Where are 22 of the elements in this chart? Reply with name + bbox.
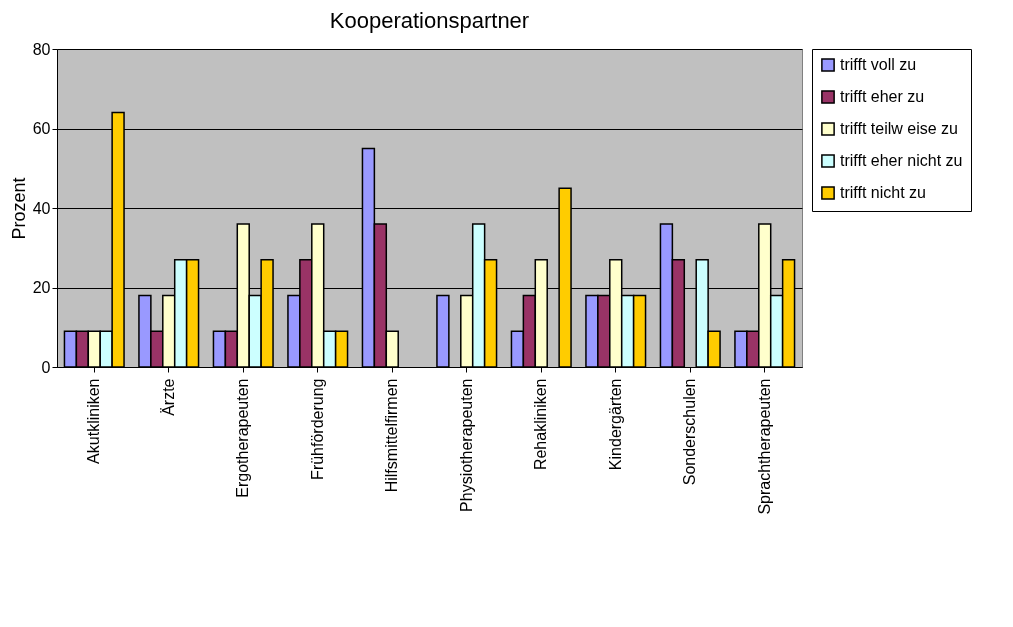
- chart-title: Kooperationspartner: [329, 8, 530, 33]
- y-tick-label: 0: [41, 358, 51, 376]
- y-tick-label: 20: [32, 279, 51, 296]
- legend-label: trifft voll zu: [840, 56, 917, 73]
- x-tick-label: Sprachtherapeuten: [755, 378, 773, 515]
- y-tick-label: 40: [32, 199, 51, 217]
- x-tick-label: Kindergärten: [606, 378, 624, 471]
- x-tick-label: Hilfsmittelfirmen: [383, 378, 401, 493]
- x-tick-label: Sonderschulen: [681, 378, 699, 486]
- x-tick-label: Akutkliniken: [85, 378, 103, 464]
- x-tick-label: Rehakliniken: [532, 378, 550, 471]
- y-tick-label: 80: [32, 40, 51, 58]
- x-tick-label: Ergotherapeuten: [234, 378, 252, 498]
- legend-label: trifft eher nicht zu: [840, 152, 963, 169]
- legend-label: trifft eher zu: [840, 88, 925, 105]
- x-tick-label: Frühförderung: [308, 378, 326, 480]
- legend-label: trifft teilw eise zu: [840, 120, 958, 137]
- legend-label: trifft nicht zu: [840, 184, 926, 201]
- x-tick-label: Physiotherapeuten: [457, 378, 475, 512]
- y-axis-title: Prozent: [8, 177, 29, 240]
- y-tick-label: 60: [32, 120, 51, 137]
- x-tick-label: Ärzte: [159, 378, 177, 416]
